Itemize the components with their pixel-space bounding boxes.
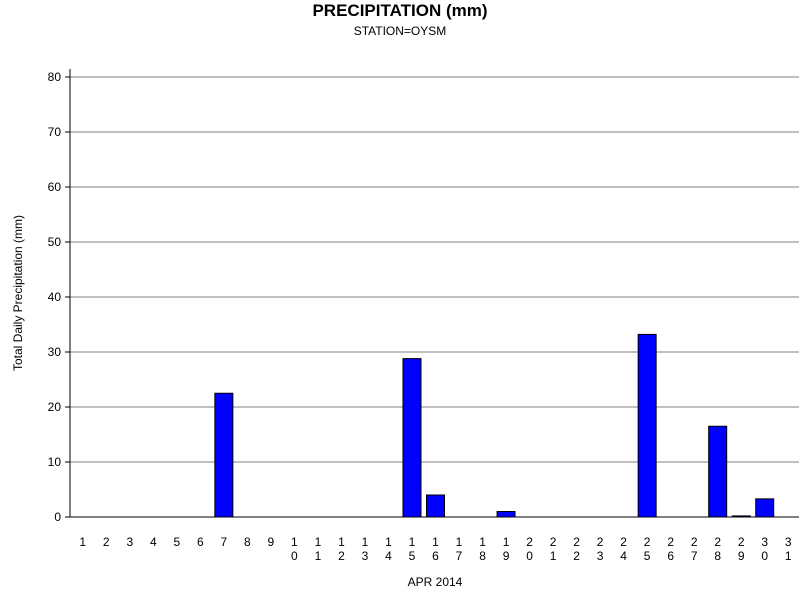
- bar-day-30: [755, 498, 775, 518]
- x-tick-labels: 1 2 3 4 5 6 7 8 9 1 01 11 21 31 41 51 61 71 81 92 02 12 22 32 42…: [79, 535, 791, 563]
- y-tick-label: 20: [48, 400, 62, 414]
- x-axis-label: APR 2014: [408, 575, 463, 589]
- x-tick-label: 1: [79, 535, 86, 549]
- bar-day-28: [708, 425, 728, 518]
- y-tick-label: 40: [48, 290, 62, 304]
- y-tick-label: 50: [48, 235, 62, 249]
- chart-title: PRECIPITATION (mm): [312, 1, 488, 20]
- x-tick-label: 9: [268, 535, 275, 549]
- bar-day-25: [637, 333, 657, 518]
- y-tick-label: 80: [48, 70, 62, 84]
- y-tick-label: 70: [48, 125, 62, 139]
- axes: [65, 69, 799, 518]
- bar-day-7: [214, 392, 234, 518]
- y-tick-label: 10: [48, 455, 62, 469]
- bars: [214, 333, 775, 518]
- chart-subtitle: STATION=OYSM: [353, 24, 447, 38]
- y-tick-label: 0: [54, 510, 61, 524]
- bar-day-15: [402, 358, 422, 518]
- y-tick-label: 60: [48, 180, 62, 194]
- y-axis-label: Total Daily Precipitation (mm): [11, 215, 25, 371]
- y-tick-labels: 0 10 20 30 40 50 60 70 80: [48, 70, 62, 524]
- x-tick-label: 3: [126, 535, 133, 549]
- x-tick-label: 6: [197, 535, 204, 549]
- x-tick-label: 8: [244, 535, 251, 549]
- x-tick-label: 7: [221, 535, 228, 549]
- bar-day-19: [496, 511, 516, 518]
- grid-lines: [70, 76, 799, 463]
- x-tick-label: 5: [173, 535, 180, 549]
- x-tick-label: 4: [150, 535, 157, 549]
- bar-day-16: [426, 494, 445, 518]
- x-tick-label: 2: [103, 535, 110, 549]
- y-tick-label: 30: [48, 345, 62, 359]
